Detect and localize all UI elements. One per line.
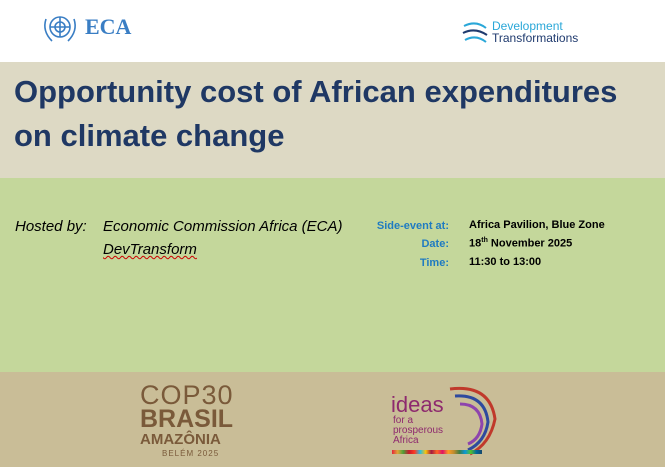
- dt-logo-line: Development: [492, 19, 563, 33]
- cop-logo: BRASIL: [140, 405, 234, 433]
- month-year: November 2025: [487, 237, 573, 250]
- detail-label: Side-event at:: [376, 220, 449, 232]
- footer: COP30 BRASIL AMAZÔNIA BELÉM 2025 ideas f…: [0, 372, 665, 467]
- ordinal: th: [481, 237, 488, 244]
- cop-logo: BELÉM 2025: [162, 449, 220, 458]
- detail-value: 11:30 to 13:00: [469, 256, 542, 268]
- detail-value: 18th November 2025: [469, 237, 572, 250]
- ideas-logo: ideas: [391, 392, 444, 417]
- title: Opportunity cost of African expenditures…: [14, 74, 618, 153]
- cop-logo: COP30: [140, 380, 234, 410]
- ideas-profile: [449, 386, 497, 456]
- sdg-strip: [392, 450, 482, 454]
- host: Economic Commission Africa (ECA): [103, 218, 343, 235]
- title-band: Opportunity cost of African expenditures…: [0, 62, 665, 178]
- ideas-logo: for a: [393, 415, 414, 426]
- eca-logo-text: ECA: [85, 14, 132, 39]
- un-emblem: [44, 16, 76, 42]
- ideas-logo: Africa: [393, 435, 419, 446]
- ideas-logo: prosperous: [393, 425, 444, 436]
- info-band: Hosted by: Economic Commission Africa (E…: [0, 178, 665, 372]
- detail-label: Date:: [421, 238, 449, 250]
- cop-logo: AMAZÔNIA: [140, 431, 221, 448]
- header: ECA Development Transformations: [0, 0, 665, 62]
- dt-logo-line: Transformations: [492, 31, 579, 45]
- detail-label: Time:: [419, 257, 449, 269]
- hosted-label: Hosted by:: [15, 218, 87, 235]
- host: DevTransform: [103, 241, 197, 258]
- day: 18: [469, 237, 482, 250]
- dt-icon: [462, 22, 488, 43]
- detail-value: Africa Pavilion, Blue Zone: [469, 219, 605, 231]
